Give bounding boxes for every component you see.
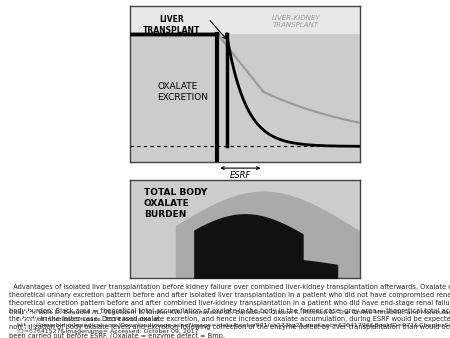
Text: ESRF: ESRF	[230, 171, 251, 180]
Text: Advantages of isolated liver transplantation before kidney failure over combined: Advantages of isolated liver transplanta…	[9, 284, 450, 338]
Text: Citation: Valle D, Beaudet AL, Vogelstein B, Kinzler KW, Antonarakis SE, Ballabi: Citation: Valle D, Beaudet AL, Vogelstei…	[9, 310, 450, 334]
Text: Education: Education	[14, 330, 40, 335]
Text: Mc
Graw
Hill: Mc Graw Hill	[17, 311, 38, 330]
Text: TOTAL BODY
OXALATE
BURDEN: TOTAL BODY OXALATE BURDEN	[144, 188, 207, 219]
Text: LIVER-KIDNEY
TRANSPLANT: LIVER-KIDNEY TRANSPLANT	[271, 15, 320, 28]
Text: LIVER
TRANSPLANT: LIVER TRANSPLANT	[143, 15, 200, 35]
Text: OXALATE
EXCRETION: OXALATE EXCRETION	[158, 82, 209, 102]
Bar	[130, 6, 360, 34]
